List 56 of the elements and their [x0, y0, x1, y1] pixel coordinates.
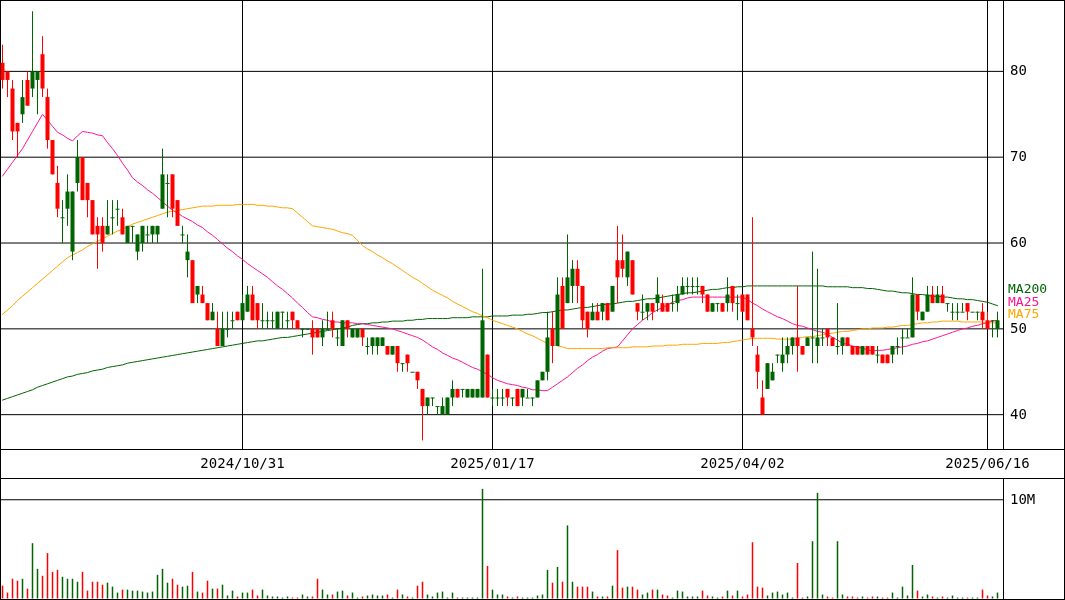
candlestick: [960, 302, 965, 313]
candlestick: [130, 225, 135, 244]
candlestick: [785, 336, 790, 364]
candlestick: [165, 173, 170, 218]
candlestick: [230, 311, 235, 330]
candlestick: [820, 328, 825, 347]
candlestick: [420, 388, 425, 441]
y-tick-label: 80: [1010, 62, 1027, 79]
x-tick-label: 2025/01/17: [450, 455, 535, 471]
series-label: MA75: [1008, 306, 1040, 322]
candlestick: [110, 199, 115, 235]
candlestick: [365, 336, 370, 356]
candlestick: [20, 79, 25, 124]
candlestick: [285, 311, 290, 330]
candlestick: [995, 311, 1000, 338]
candlestick: [980, 302, 985, 330]
candlestick: [730, 285, 735, 313]
candlestick: [750, 216, 755, 347]
candlestick: [795, 285, 800, 373]
candlestick: [280, 311, 285, 330]
y-tick-label: 60: [1010, 234, 1027, 251]
candlestick: [640, 294, 645, 321]
x-tick-label: 2025/04/02: [700, 455, 785, 471]
candlestick: [895, 336, 900, 356]
candlestick: [915, 294, 920, 321]
y-tick-label: 50: [1010, 319, 1027, 336]
candlestick: [550, 311, 555, 364]
candlestick: [180, 225, 185, 244]
candlestick: [100, 216, 105, 253]
candlestick: [450, 379, 455, 407]
candlestick: [760, 379, 765, 416]
candlestick: [105, 199, 110, 235]
y-tick-label: 10M: [1010, 490, 1036, 507]
candlestick: [620, 233, 625, 278]
candlestick: [120, 208, 125, 235]
candlestick: [60, 199, 65, 244]
x-tick-label: 2025/06/16: [945, 455, 1030, 471]
candlestick: [780, 336, 785, 373]
candlestick: [575, 259, 580, 304]
y-tick-label: 70: [1010, 148, 1027, 165]
candlestick: [330, 311, 335, 338]
candlestick: [670, 294, 675, 313]
candlestick: [755, 345, 760, 390]
x-tick-label: 2024/10/31: [200, 455, 285, 471]
candlestick: [875, 345, 880, 364]
candlestick: [145, 225, 150, 244]
candlestick: [735, 294, 740, 321]
candlestick: [115, 199, 120, 227]
candlestick: [395, 345, 400, 373]
candlestick: [835, 302, 840, 356]
candlestick: [500, 388, 505, 407]
candlestick: [215, 311, 220, 347]
candlestick: [185, 233, 190, 278]
candlestick: [570, 259, 575, 304]
y-tick-label: 40: [1010, 405, 1027, 422]
candlestick: [35, 70, 40, 115]
